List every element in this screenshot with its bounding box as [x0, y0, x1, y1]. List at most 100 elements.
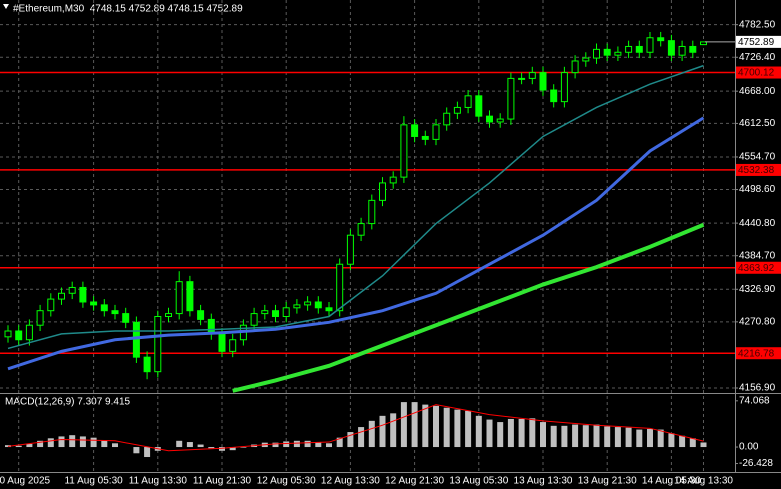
- candle-body: [593, 48, 600, 59]
- candle-body: [518, 77, 526, 80]
- candle-body: [15, 330, 23, 341]
- y-tick-label: 4498.60: [739, 184, 776, 195]
- y-tick-label: 4668.00: [739, 86, 776, 97]
- macd-bar: [679, 435, 686, 448]
- x-tick-label: 11 Aug 13:30: [129, 476, 188, 487]
- candle-body: [250, 313, 258, 326]
- candle-body: [400, 124, 408, 178]
- level-label: 4216.78: [738, 348, 775, 359]
- macd-bar: [208, 447, 215, 449]
- macd-bar: [507, 418, 514, 448]
- chart-title: #Ethereum,M30 4748.15 4752.89 4748.15 47…: [13, 4, 243, 15]
- candle-body: [143, 356, 151, 373]
- candle-body: [571, 60, 579, 74]
- candle-body: [625, 45, 633, 53]
- candle-body: [122, 313, 130, 323]
- macd-bar: [700, 442, 707, 448]
- macd-bar: [647, 428, 653, 448]
- macd-bar: [625, 427, 632, 448]
- x-tick-label: 12 Aug 13:30: [321, 476, 380, 487]
- y-tick-label: 74.068: [739, 395, 770, 406]
- macd-bar: [47, 438, 54, 448]
- candle-body: [4, 330, 12, 338]
- macd-bar: [604, 426, 611, 448]
- macd-bar: [90, 437, 97, 448]
- candle-body: [336, 263, 344, 312]
- candle-body: [25, 324, 33, 341]
- x-tick-label: 14 Aug 13:30: [674, 476, 733, 487]
- macd-bar: [144, 447, 151, 458]
- macd-bar: [358, 427, 365, 448]
- candle-body: [368, 199, 376, 225]
- level-label-box: [736, 347, 781, 360]
- macd-bar: [497, 422, 504, 448]
- y-tick-label: 0.00: [739, 442, 759, 453]
- macd-bar: [422, 404, 429, 448]
- candle-body: [154, 316, 162, 373]
- candle-body: [550, 89, 558, 103]
- x-tick-label: 14 Aug 05:30: [642, 476, 701, 487]
- macd-bar: [176, 440, 183, 448]
- candle-body: [261, 310, 269, 315]
- moving-average: [7, 116, 705, 371]
- candle-body: [582, 57, 590, 62]
- candle-body: [165, 313, 172, 318]
- y-tick-label: 4554.70: [739, 152, 776, 163]
- candle-body: [68, 286, 76, 294]
- x-tick-label: 10 Aug 2025: [0, 476, 51, 487]
- candle-body: [657, 37, 665, 42]
- candle-body: [36, 310, 44, 326]
- candle-body: [272, 310, 279, 318]
- candle-body: [678, 45, 686, 56]
- macd-bar: [572, 424, 579, 448]
- candle-body: [79, 286, 87, 303]
- x-tick-label: 13 Aug 21:30: [578, 476, 637, 487]
- macd-bar: [219, 447, 225, 451]
- x-tick-label: 11 Aug 05:30: [64, 476, 123, 487]
- y-tick-label: 4384.70: [739, 250, 776, 261]
- y-tick-label: 4782.50: [739, 19, 776, 30]
- candle-body: [507, 77, 515, 120]
- macd-bar: [614, 427, 621, 448]
- candle-body: [218, 333, 226, 352]
- y-tick-label: -26.428: [739, 458, 773, 469]
- macd-bar: [186, 442, 193, 448]
- macd-bar: [326, 443, 332, 448]
- candle-body: [357, 223, 365, 236]
- macd-bar: [657, 429, 664, 448]
- last-price-box: [736, 35, 781, 48]
- macd-bar: [668, 433, 675, 448]
- x-tick-label: 13 Aug 05:30: [449, 476, 508, 487]
- candle-body: [432, 124, 440, 140]
- macd-bar: [101, 440, 108, 448]
- macd-signal: [7, 404, 704, 452]
- macd-bar: [112, 443, 118, 448]
- y-tick-label: 4726.40: [739, 52, 776, 63]
- macd-bar: [411, 402, 418, 448]
- candle-body: [389, 176, 397, 184]
- macd-bar: [26, 443, 33, 448]
- candle-body: [379, 182, 386, 201]
- candle-body: [667, 40, 675, 56]
- x-tick-label: 12 Aug 21:30: [385, 476, 444, 487]
- macd-bar: [582, 425, 589, 448]
- y-tick-label: 4326.90: [739, 284, 776, 295]
- candle-body: [560, 72, 568, 103]
- macd-bar: [465, 410, 472, 448]
- level-label: 4363.92: [738, 263, 775, 274]
- macd-bar: [636, 429, 643, 448]
- macd-bar: [229, 447, 236, 451]
- macd-bar: [336, 437, 343, 448]
- macd-bar: [347, 432, 354, 448]
- candle-body: [646, 37, 654, 53]
- candle-body: [90, 301, 98, 306]
- candle-body: [58, 292, 65, 300]
- level-label-box: [736, 261, 781, 274]
- candle-body: [411, 124, 419, 137]
- macd-bar: [475, 415, 482, 448]
- candle-body: [186, 281, 194, 312]
- macd-bar: [486, 419, 493, 448]
- macd-bar: [689, 438, 696, 448]
- macd-bar: [304, 440, 311, 448]
- macd-bar: [37, 440, 44, 448]
